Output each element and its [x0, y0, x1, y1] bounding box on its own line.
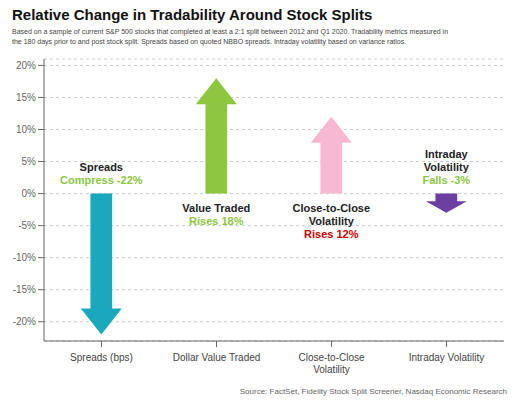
svg-text:Intraday Volatility: Intraday Volatility	[409, 352, 485, 363]
svg-text:Dollar Value Traded: Dollar Value Traded	[173, 352, 261, 363]
svg-text:SpreadsCompress -22%: SpreadsCompress -22%	[60, 161, 143, 186]
svg-text:Value TradedRises 18%: Value TradedRises 18%	[182, 202, 250, 227]
svg-text:10%: 10%	[16, 124, 36, 135]
html-text:Relative Change in Tradability: Relative Change in Tradability Around St…	[12, 6, 373, 23]
svg-text:-10%: -10%	[13, 252, 36, 263]
svg-text:-5%: -5%	[18, 220, 36, 231]
svg-text:5%: 5%	[22, 156, 37, 167]
svg-text:-20%: -20%	[13, 316, 36, 327]
html-text:Based on a sample of current S: Based on a sample of current S&P 500 sto…	[12, 28, 449, 45]
svg-text:IntradayVolatilityFalls -3%: IntradayVolatilityFalls -3%	[422, 148, 470, 186]
svg-text:20%: 20%	[16, 60, 36, 71]
svg-text:Spreads (bps): Spreads (bps)	[70, 352, 133, 363]
svg-text:Close-to-CloseVolatilityRises: Close-to-CloseVolatilityRises 12%	[292, 202, 370, 240]
svg-text:-15%: -15%	[13, 284, 36, 295]
svg-text:Close-to-CloseVolatility: Close-to-CloseVolatility	[298, 352, 365, 375]
html-text:Source: FactSet, Fidelity Stoc: Source: FactSet, Fidelity Stock Split Sc…	[239, 387, 507, 396]
svg-text:0%: 0%	[22, 188, 37, 199]
svg-text:15%: 15%	[16, 92, 36, 103]
